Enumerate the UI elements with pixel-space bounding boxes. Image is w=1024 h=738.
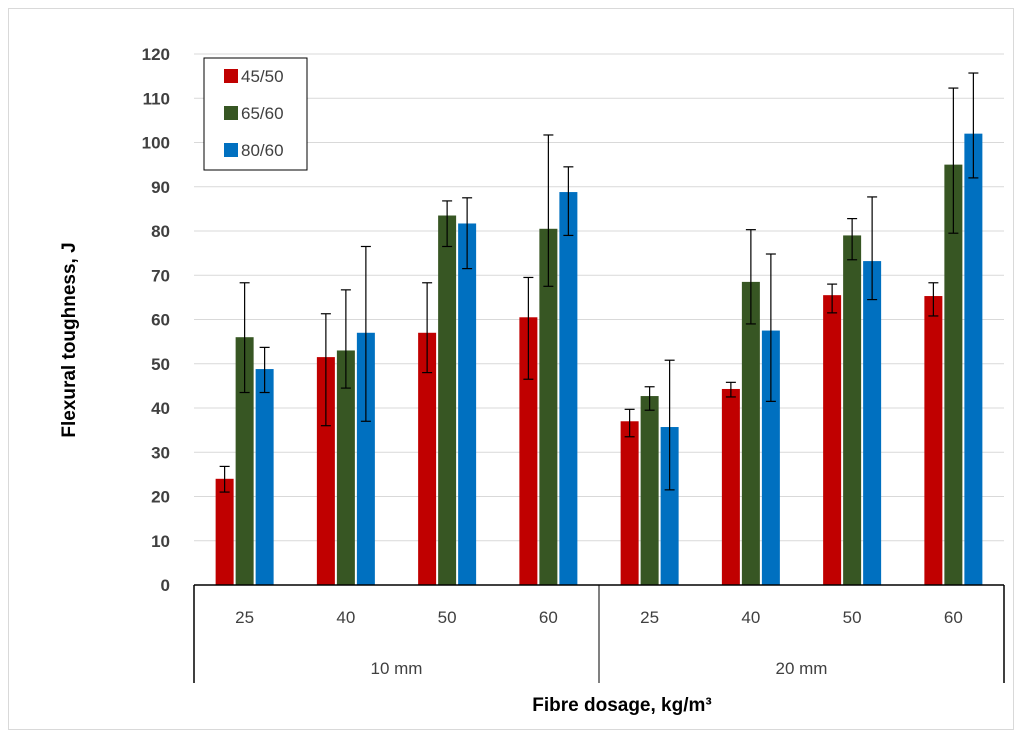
- x-tick-label: 40: [741, 608, 760, 627]
- bar: [255, 369, 274, 585]
- bar: [559, 192, 578, 585]
- bar: [235, 337, 254, 585]
- x-group-label: 10 mm: [371, 659, 423, 678]
- x-tick-label: 60: [944, 608, 963, 627]
- legend-box: [203, 57, 308, 171]
- x-axis-title: Fibre dosage, kg/m³: [532, 695, 711, 716]
- bar: [741, 281, 760, 585]
- bar: [438, 215, 457, 585]
- bar: [316, 357, 335, 585]
- y-tick-label: 40: [151, 399, 170, 418]
- y-tick-label: 110: [143, 89, 170, 108]
- y-axis-title: Flexural toughness, J: [59, 242, 80, 437]
- bar: [964, 133, 983, 585]
- bar: [215, 478, 234, 585]
- y-tick-label: 90: [151, 178, 170, 197]
- y-tick-label: 0: [161, 576, 170, 595]
- bar: [418, 332, 437, 585]
- bar: [843, 235, 862, 586]
- error-bars: [219, 72, 979, 493]
- bar: [721, 388, 740, 585]
- x-tick-label: 50: [438, 608, 457, 627]
- y-tick-label: 50: [151, 355, 170, 374]
- bar: [823, 295, 842, 585]
- bar: [944, 164, 963, 585]
- bars: [215, 133, 983, 586]
- bar: [620, 421, 639, 585]
- legend-swatch: [224, 69, 238, 83]
- bar: [539, 228, 558, 585]
- x-group-label: 20 mm: [776, 659, 828, 678]
- bar: [660, 427, 679, 585]
- bar: [356, 332, 375, 585]
- y-tick-label: 20: [151, 488, 170, 507]
- bar: [863, 261, 882, 585]
- gridlines: [194, 53, 1004, 542]
- bar: [458, 223, 477, 586]
- y-tick-label: 70: [151, 266, 170, 285]
- x-tick-label: 40: [336, 608, 355, 627]
- x-tick-label: 25: [235, 608, 254, 627]
- bar: [640, 396, 659, 585]
- legend-label: 65/60: [241, 104, 284, 123]
- legend-swatch: [224, 106, 238, 120]
- y-tick-label: 80: [151, 222, 170, 241]
- y-axis-ticks: 0 10 20 30 40 50 60 70 80 90 100 110 120: [142, 45, 170, 595]
- x-tick-label: 60: [539, 608, 558, 627]
- x-axis: 25 40 50 60 25 40 50 60 10 mm 20 mm: [193, 584, 1005, 683]
- y-tick-label: 60: [151, 311, 170, 330]
- y-tick-label: 100: [142, 134, 170, 153]
- bar: [336, 350, 355, 585]
- x-tick-label: 50: [843, 608, 862, 627]
- bar: [924, 296, 943, 585]
- legend-label: 45/50: [241, 67, 284, 86]
- legend-label: 80/60: [241, 141, 284, 160]
- x-tick-label: 25: [640, 608, 659, 627]
- y-tick-label: 10: [151, 532, 170, 551]
- legend: 45/50 65/60 80/60: [203, 57, 308, 171]
- y-tick-label: 120: [142, 45, 170, 64]
- bar: [761, 330, 780, 585]
- legend-swatch: [224, 143, 238, 157]
- bar: [519, 317, 538, 585]
- y-tick-label: 30: [151, 443, 170, 462]
